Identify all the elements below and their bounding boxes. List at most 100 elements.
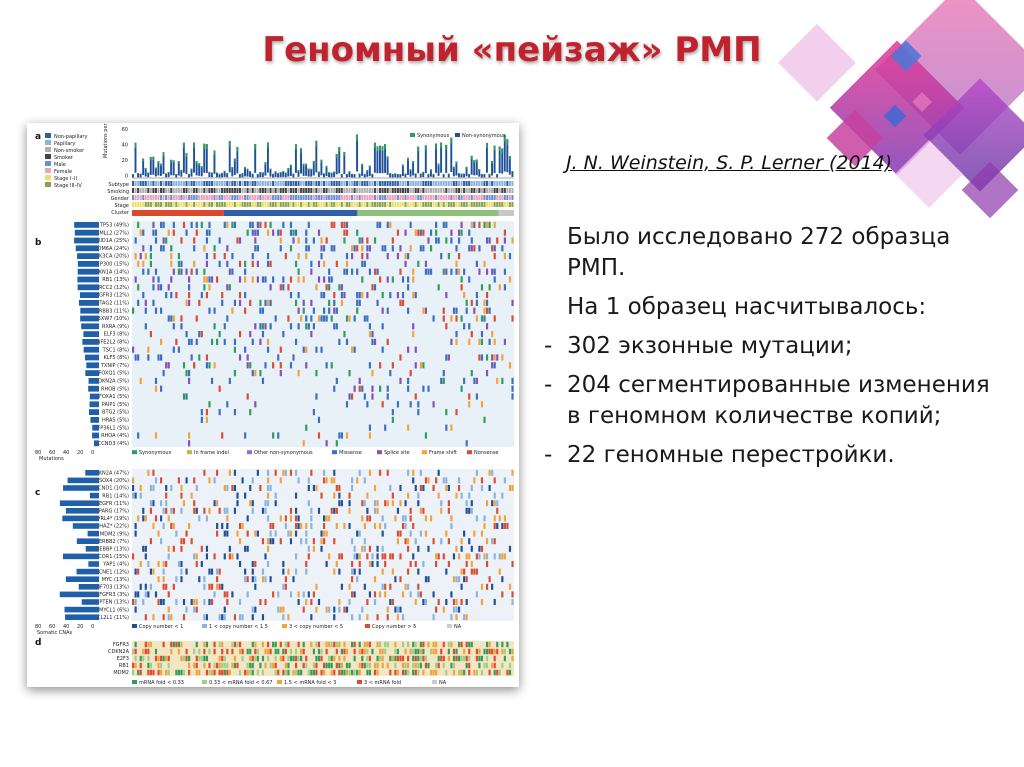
mutation-cell xyxy=(305,346,308,353)
cna-cell xyxy=(172,545,175,552)
cna-cell xyxy=(323,469,326,476)
clinical-cell xyxy=(167,181,170,186)
mutation-cell xyxy=(149,253,152,260)
mutation-cell xyxy=(351,245,354,252)
cna-cell xyxy=(351,538,354,545)
mrna-cell xyxy=(297,641,300,648)
cna-cell xyxy=(361,606,364,613)
gene-frequency-bar xyxy=(89,401,99,408)
mutation-cell xyxy=(485,292,489,299)
clinical-cell xyxy=(399,181,402,186)
clinical-cell xyxy=(404,195,407,200)
cna-cell xyxy=(254,561,257,567)
clinical-cell xyxy=(269,181,272,186)
gene-frequency-bar xyxy=(80,315,99,322)
mrna-cell xyxy=(401,641,405,648)
mutation-rate-bar xyxy=(366,170,369,177)
gene-label: CCND3 (4%) xyxy=(98,441,129,447)
mutation-rate-bar xyxy=(228,141,231,147)
clinical-cell xyxy=(152,202,155,207)
mutation-cell xyxy=(272,276,275,283)
mutation-rate-bar xyxy=(328,172,331,174)
mutation-rate-bar xyxy=(294,144,297,173)
clinical-cell xyxy=(195,181,198,186)
clinical-cell xyxy=(460,202,463,207)
clinical-cell xyxy=(185,188,188,193)
mutation-cell xyxy=(389,221,392,228)
cna-cell xyxy=(417,545,420,552)
mrna-cell xyxy=(427,641,430,648)
cna-cell xyxy=(216,530,219,537)
clinical-cell xyxy=(261,195,264,200)
mutation-cell xyxy=(366,253,369,260)
mutation-rate-bar xyxy=(503,134,506,142)
cna-cell xyxy=(172,523,175,529)
clinical-cell xyxy=(251,181,254,186)
clinical-cell xyxy=(427,202,430,207)
mutation-cell xyxy=(491,331,494,338)
cna-cell xyxy=(358,469,361,476)
clinical-cell xyxy=(152,195,155,200)
cna-cell xyxy=(340,500,343,507)
mutation-cell xyxy=(244,307,247,314)
mutation-rate-bar xyxy=(320,159,323,176)
mutation-rate-bar xyxy=(338,146,341,152)
cna-cell xyxy=(132,553,135,560)
mrna-cell xyxy=(180,641,183,648)
cna-cell xyxy=(266,545,270,552)
mutation-cell xyxy=(470,370,473,377)
mutation-rate-bar xyxy=(147,172,150,174)
gene-frequency-bar xyxy=(77,268,99,275)
mutation-cell xyxy=(343,268,346,275)
cna-cell xyxy=(297,477,300,484)
mutation-rate-bar xyxy=(251,173,254,178)
mrna-cell xyxy=(195,641,198,648)
cna-cell xyxy=(409,515,412,522)
cna-cell xyxy=(465,614,468,621)
mutation-cell xyxy=(468,245,471,252)
mutation-cell xyxy=(330,315,333,322)
mrna-cell xyxy=(391,655,394,662)
clinical-cell xyxy=(226,181,229,186)
mutation-cell xyxy=(137,284,140,291)
mutation-cell xyxy=(292,354,295,361)
mutation-rate-bar xyxy=(361,163,364,176)
mutation-cell xyxy=(154,377,158,384)
mutation-cell xyxy=(307,221,310,228)
clinical-cell xyxy=(511,181,514,186)
mutation-cell xyxy=(366,315,369,322)
cna-cell xyxy=(386,469,389,476)
mutation-rate-bar xyxy=(501,148,504,174)
clinical-cell xyxy=(325,195,328,200)
cna-cell xyxy=(508,545,512,552)
cna-cell xyxy=(399,606,402,613)
clinical-cell xyxy=(203,181,206,186)
mrna-cell xyxy=(302,662,305,669)
mutation-cell xyxy=(154,229,158,236)
mrna-cell xyxy=(368,669,372,676)
mutation-cell xyxy=(177,260,181,267)
mutation-cell xyxy=(221,292,224,299)
mutation-cell xyxy=(424,268,428,275)
cna-cell xyxy=(203,614,206,621)
cna-cell xyxy=(399,500,402,507)
mrna-cell xyxy=(437,655,440,662)
clinical-cell xyxy=(409,181,412,186)
mrna-cell xyxy=(437,662,440,669)
mutation-cell xyxy=(180,315,183,322)
cluster-bar xyxy=(357,210,499,216)
clinical-cell xyxy=(134,195,137,200)
mutation-rate-bar xyxy=(180,169,183,177)
clinical-cell xyxy=(401,188,404,193)
mutation-cell xyxy=(412,276,415,283)
mutation-rate-bar xyxy=(468,173,471,175)
clinical-cell xyxy=(498,188,501,193)
mutation-rate-bar xyxy=(475,159,478,163)
cna-cell xyxy=(503,523,506,529)
legend-swatch xyxy=(45,140,51,145)
mutation-rate-bar xyxy=(399,174,402,175)
legend-label: 1 < copy number < 1.5 xyxy=(209,624,268,630)
mutation-cell xyxy=(305,424,308,431)
track-label: Subtype xyxy=(108,182,129,188)
clinical-cell xyxy=(305,202,308,207)
